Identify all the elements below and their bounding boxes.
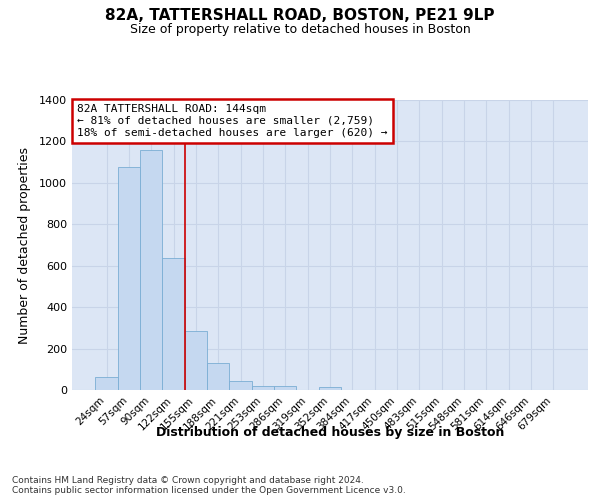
Text: Size of property relative to detached houses in Boston: Size of property relative to detached ho…: [130, 22, 470, 36]
Y-axis label: Number of detached properties: Number of detached properties: [17, 146, 31, 344]
Text: Contains HM Land Registry data © Crown copyright and database right 2024.
Contai: Contains HM Land Registry data © Crown c…: [12, 476, 406, 495]
Bar: [319, 387, 341, 390]
Text: 82A, TATTERSHALL ROAD, BOSTON, PE21 9LP: 82A, TATTERSHALL ROAD, BOSTON, PE21 9LP: [105, 8, 495, 22]
Bar: [207, 363, 229, 390]
Bar: [252, 386, 274, 390]
Bar: [185, 331, 207, 390]
Bar: [163, 258, 185, 390]
Bar: [140, 150, 163, 390]
Text: Distribution of detached houses by size in Boston: Distribution of detached houses by size …: [156, 426, 504, 439]
Bar: [274, 386, 296, 390]
Bar: [95, 376, 118, 390]
Bar: [229, 380, 252, 390]
Text: 82A TATTERSHALL ROAD: 144sqm
← 81% of detached houses are smaller (2,759)
18% of: 82A TATTERSHALL ROAD: 144sqm ← 81% of de…: [77, 104, 388, 138]
Bar: [118, 168, 140, 390]
